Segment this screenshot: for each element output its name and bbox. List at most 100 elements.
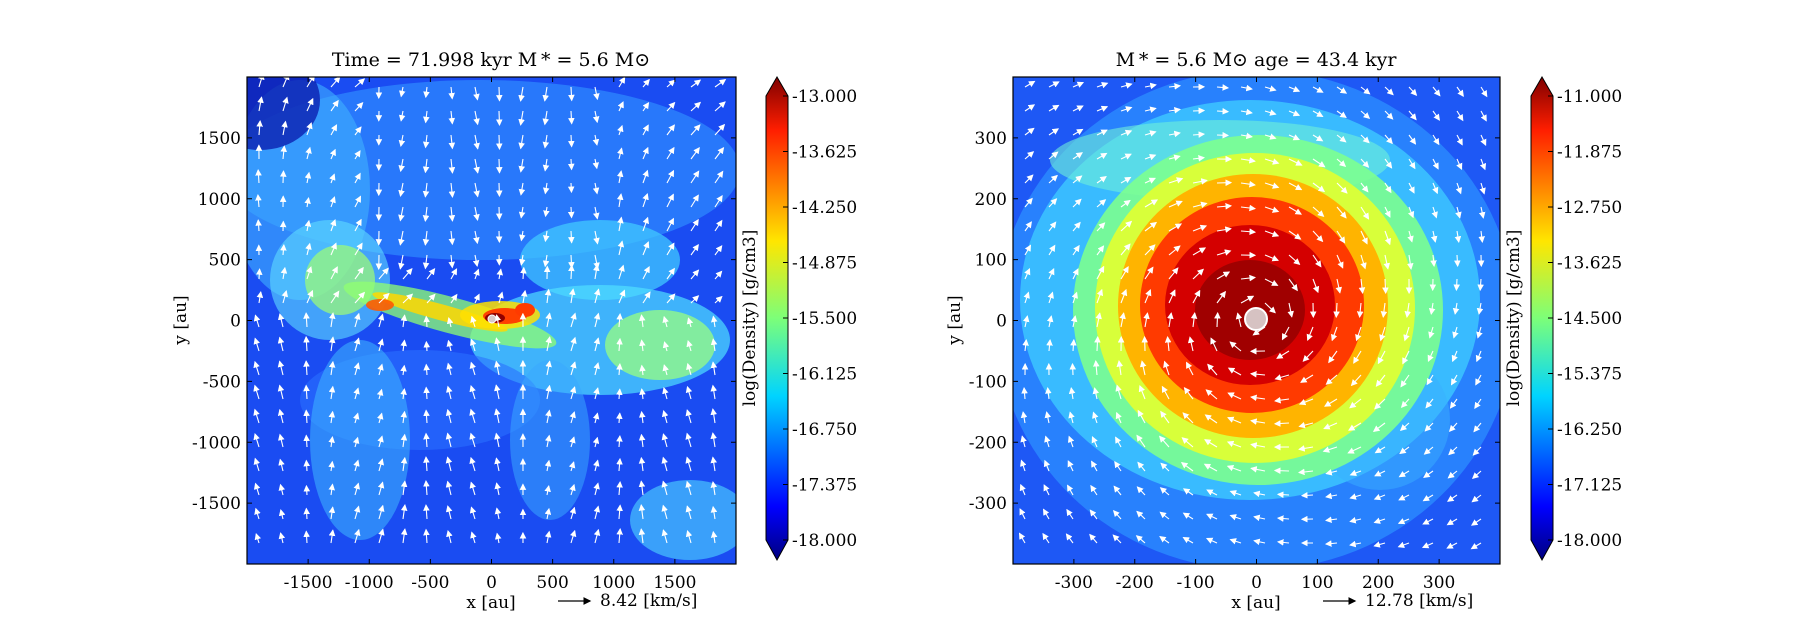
velocity-arrow (1312, 134, 1324, 142)
velocity-arrow (377, 363, 384, 376)
velocity-arrow (1206, 513, 1218, 520)
velocity-arrow (642, 78, 650, 88)
velocity-arrow (473, 134, 480, 150)
velocity-arrow (469, 361, 476, 376)
velocity-arrow (1205, 389, 1218, 400)
velocity-arrow (398, 254, 405, 270)
right-ylabel: y [au] (945, 295, 965, 345)
velocity-arrow (400, 528, 408, 544)
velocity-arrow (353, 412, 360, 424)
velocity-arrow (328, 436, 335, 448)
velocity-arrow (544, 530, 552, 544)
velocity-arrow (1384, 182, 1392, 194)
velocity-arrow (617, 216, 624, 232)
velocity-arrow (1276, 515, 1290, 522)
velocity-arrow (714, 270, 723, 280)
velocity-arrow (1048, 268, 1055, 280)
velocity-arrow (642, 146, 649, 160)
velocity-arrow (1300, 492, 1314, 499)
velocity-arrow (1092, 359, 1100, 376)
velocity-arrow (666, 267, 675, 280)
velocity-arrow (1264, 158, 1280, 165)
velocity-arrow (354, 126, 362, 136)
velocity-arrow (1253, 538, 1266, 546)
velocity-arrow (1384, 230, 1392, 246)
velocity-arrow (1355, 326, 1362, 342)
velocity-arrow (422, 230, 430, 246)
velocity-arrow (1024, 197, 1033, 208)
velocity-arrow (1406, 254, 1414, 270)
velocity-arrow (592, 436, 600, 448)
velocity-arrow (616, 504, 623, 520)
velocity-arrow (1408, 158, 1416, 170)
velocity-arrow (642, 216, 649, 232)
velocity-arrow (1206, 489, 1218, 496)
velocity-arrow (593, 505, 601, 520)
velocity-arrow (593, 206, 600, 220)
velocity-arrow (593, 86, 600, 101)
velocity-arrow (328, 460, 335, 472)
left-vector-field (253, 77, 727, 544)
velocity-arrow (666, 242, 675, 256)
velocity-arrow (496, 268, 504, 280)
velocity-arrow (1096, 199, 1107, 208)
velocity-arrow (567, 206, 575, 219)
velocity-arrow (303, 384, 310, 400)
velocity-arrow (1426, 374, 1434, 386)
velocity-arrow (354, 266, 364, 280)
velocity-arrow (1168, 245, 1181, 256)
velocity-arrow (1336, 158, 1347, 167)
velocity-arrow (1227, 416, 1242, 424)
y-tick-label: 0 (230, 312, 241, 332)
velocity-arrow (1475, 374, 1482, 386)
velocity-arrow (638, 480, 646, 496)
velocity-arrow (473, 86, 480, 101)
velocity-arrow (570, 312, 577, 328)
velocity-arrow (1235, 312, 1243, 328)
velocity-arrow (714, 295, 723, 304)
velocity-arrow (377, 338, 384, 352)
velocity-arrow (685, 480, 692, 496)
velocity-arrow (569, 436, 576, 448)
velocity-arrow (329, 148, 336, 160)
velocity-arrow (494, 532, 502, 544)
velocity-arrow (1116, 360, 1124, 376)
velocity-arrow (1377, 350, 1386, 365)
velocity-arrow (714, 219, 723, 232)
velocity-arrow (1216, 271, 1231, 280)
velocity-arrow (1024, 104, 1036, 112)
colorbar-tick-label: -13.625 (1557, 254, 1622, 274)
velocity-arrow (473, 293, 480, 304)
velocity-arrow (1454, 254, 1461, 268)
velocity-arrow (1423, 446, 1434, 455)
velocity-arrow (1216, 290, 1227, 304)
velocity-arrow (1192, 131, 1206, 138)
velocity-arrow (638, 504, 646, 520)
velocity-arrow (714, 170, 724, 184)
velocity-arrow (1421, 542, 1434, 549)
left-panel: Time = 71.998 kyr M * = 5.6 M⊙ -1500 -100… (171, 49, 857, 613)
velocity-arrow (1383, 254, 1391, 270)
velocity-arrow (253, 337, 260, 352)
velocity-arrow (303, 409, 310, 424)
velocity-arrow (1112, 509, 1122, 520)
velocity-arrow (278, 433, 285, 448)
velocity-arrow (1144, 130, 1157, 137)
velocity-arrow (1264, 85, 1277, 92)
velocity-arrow (1312, 230, 1324, 243)
velocity-arrow (473, 110, 480, 126)
left-y-ticks: -1500 -1000 -500 0 500 1000 1500 (192, 129, 736, 514)
velocity-arrow (690, 79, 702, 88)
velocity-arrow (1264, 182, 1280, 189)
velocity-arrow (1182, 412, 1194, 424)
velocity-arrow (1374, 470, 1386, 477)
velocity-arrow (1288, 206, 1302, 215)
velocity-arrow (1328, 350, 1338, 364)
velocity-arrow (1250, 466, 1266, 473)
velocity-arrow (1240, 108, 1253, 116)
velocity-arrow (1336, 86, 1348, 94)
left-vector-key: 8.42 [km/s] (558, 591, 697, 611)
velocity-arrow (616, 435, 623, 448)
velocity-arrow (1022, 315, 1030, 328)
velocity-arrow (542, 254, 550, 268)
